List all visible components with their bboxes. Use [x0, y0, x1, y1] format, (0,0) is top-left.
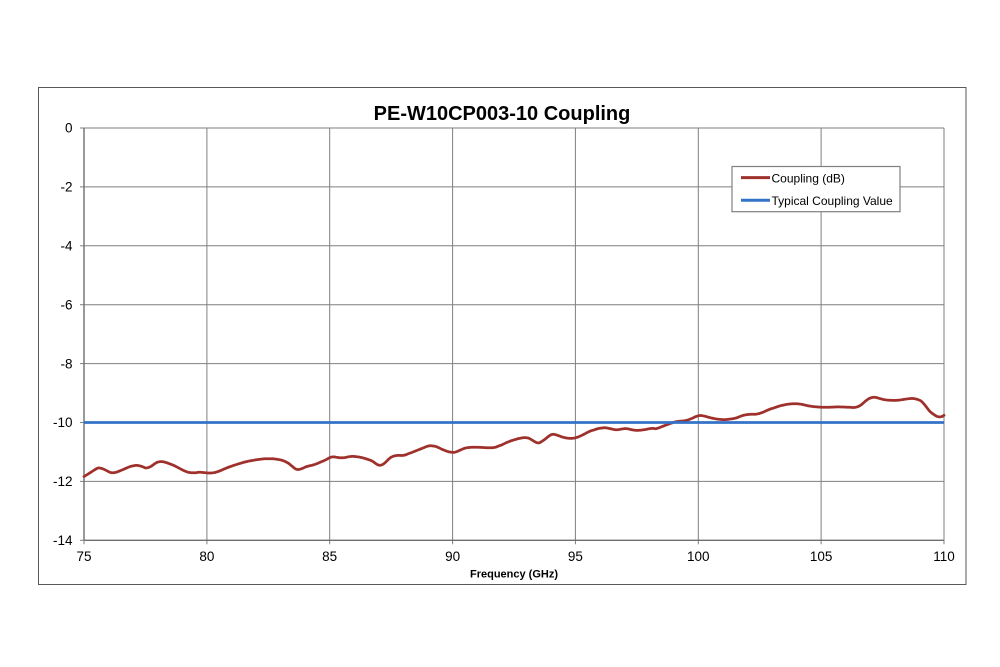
svg-text:95: 95: [568, 549, 583, 564]
svg-text:-12: -12: [53, 474, 73, 489]
svg-text:105: 105: [810, 549, 833, 564]
svg-text:-2: -2: [60, 180, 72, 195]
svg-text:-14: -14: [53, 533, 73, 548]
svg-text:Coupling (dB): Coupling (dB): [772, 171, 845, 185]
svg-text:110: 110: [933, 549, 955, 564]
svg-text:100: 100: [687, 549, 710, 564]
svg-text:-8: -8: [60, 356, 72, 371]
svg-text:80: 80: [199, 549, 214, 564]
svg-text:75: 75: [76, 549, 91, 564]
svg-text:85: 85: [322, 549, 337, 564]
svg-text:-10: -10: [53, 415, 73, 430]
svg-text:-4: -4: [60, 239, 72, 254]
svg-text:Frequency (GHz): Frequency (GHz): [470, 568, 558, 580]
svg-text:90: 90: [445, 549, 460, 564]
svg-text:0: 0: [65, 121, 73, 136]
svg-text:PE-W10CP003-10 Coupling: PE-W10CP003-10 Coupling: [374, 103, 631, 125]
svg-text:Typical Coupling Value: Typical Coupling Value: [772, 194, 894, 208]
svg-text:-6: -6: [60, 297, 72, 312]
